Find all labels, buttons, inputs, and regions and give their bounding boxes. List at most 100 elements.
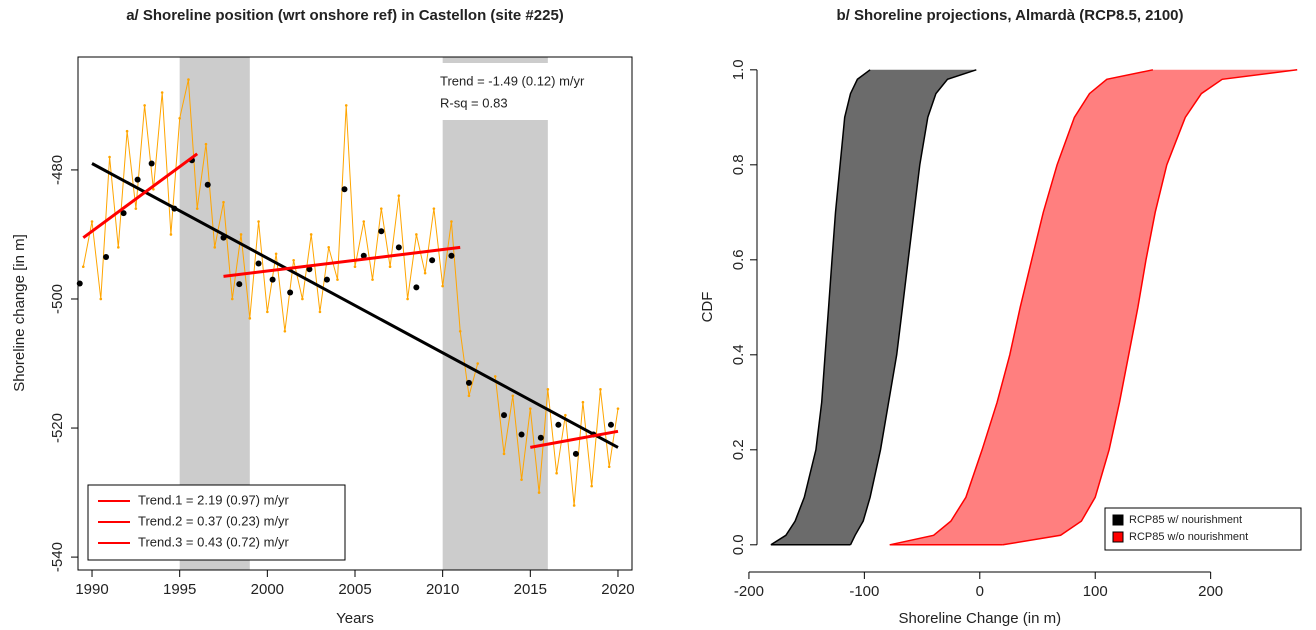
x-tick-label: 100 bbox=[1083, 583, 1108, 600]
data-point bbox=[371, 278, 374, 281]
annotation-background bbox=[425, 63, 631, 120]
data-point bbox=[607, 421, 614, 428]
data-point bbox=[379, 207, 383, 210]
x-tick-label: 2020 bbox=[601, 581, 634, 598]
data-point bbox=[395, 244, 402, 251]
data-point bbox=[266, 310, 269, 314]
y-tick-label: 0.6 bbox=[730, 249, 747, 270]
data-point bbox=[169, 233, 173, 236]
data-point bbox=[160, 91, 164, 94]
data-point bbox=[607, 465, 611, 469]
x-tick-label: 0 bbox=[976, 583, 984, 600]
chart-title: a/ Shoreline position (wrt onshore ref) … bbox=[126, 7, 564, 24]
data-point bbox=[360, 252, 367, 259]
annotation: Trend = -1.49 (0.12) m/yr bbox=[440, 73, 585, 88]
data-point bbox=[450, 220, 453, 223]
data-point bbox=[572, 450, 579, 457]
data-point bbox=[458, 329, 462, 333]
data-point bbox=[413, 284, 420, 291]
data-point bbox=[152, 187, 155, 191]
data-point bbox=[599, 388, 602, 391]
data-point bbox=[239, 233, 243, 236]
legend-label: RCP85 w/o nourishment bbox=[1129, 531, 1248, 543]
x-axis-title: Years bbox=[336, 610, 374, 627]
y-tick-label: -520 bbox=[49, 413, 66, 443]
data-point bbox=[555, 471, 558, 475]
data-point bbox=[572, 504, 576, 507]
x-axis-title: Shoreline Change (in m) bbox=[898, 610, 1061, 627]
y-axis-title: Shoreline change [in m] bbox=[11, 234, 28, 392]
data-point bbox=[195, 207, 199, 210]
y-tick-label: 0.0 bbox=[730, 534, 747, 555]
data-point bbox=[204, 181, 211, 188]
data-point bbox=[301, 297, 304, 301]
data-point bbox=[465, 379, 472, 386]
data-point bbox=[581, 400, 585, 404]
y-tick-label: 0.2 bbox=[730, 439, 747, 460]
data-point bbox=[120, 210, 127, 217]
data-point bbox=[493, 375, 497, 378]
y-tick-label: -480 bbox=[49, 155, 66, 185]
legend-label: RCP85 w/ nourishment bbox=[1129, 514, 1242, 526]
data-point bbox=[323, 276, 330, 283]
data-point bbox=[134, 207, 138, 210]
data-point bbox=[292, 258, 295, 262]
series-line bbox=[91, 162, 619, 449]
data-point bbox=[429, 257, 436, 264]
x-tick-label: 2005 bbox=[338, 581, 371, 598]
data-point bbox=[187, 78, 190, 81]
data-point bbox=[616, 407, 620, 410]
data-point bbox=[148, 160, 155, 167]
data-point bbox=[213, 246, 217, 249]
cdf-band bbox=[770, 69, 977, 545]
data-point bbox=[423, 271, 427, 275]
y-tick-label: -500 bbox=[49, 284, 66, 314]
data-point bbox=[287, 289, 294, 296]
data-point bbox=[476, 362, 480, 365]
data-point bbox=[309, 233, 313, 236]
data-point bbox=[537, 434, 544, 441]
legend-label: Trend.1 = 2.19 (0.97) m/yr bbox=[138, 492, 290, 507]
x-tick-label: 2010 bbox=[426, 581, 459, 598]
data-point bbox=[283, 329, 287, 333]
data-point bbox=[81, 265, 85, 269]
trend-line bbox=[82, 152, 199, 239]
shaded-period bbox=[442, 57, 548, 570]
data-point bbox=[590, 484, 593, 488]
data-point bbox=[236, 281, 243, 288]
data-point bbox=[341, 186, 348, 193]
data-point bbox=[125, 129, 129, 133]
data-point bbox=[432, 207, 436, 210]
legend-swatch bbox=[1112, 531, 1124, 543]
data-point bbox=[397, 194, 401, 198]
trend-line bbox=[530, 429, 619, 449]
chart-title: b/ Shoreline projections, Almardà (RCP8.… bbox=[836, 7, 1183, 24]
data-point bbox=[344, 104, 348, 107]
data-point bbox=[529, 407, 532, 410]
data-point bbox=[336, 278, 339, 281]
data-point bbox=[467, 394, 471, 398]
data-point bbox=[511, 394, 515, 398]
data-point bbox=[90, 220, 94, 223]
data-point bbox=[108, 155, 111, 159]
data-point bbox=[327, 246, 331, 249]
data-point bbox=[204, 142, 208, 146]
data-point bbox=[306, 266, 313, 273]
data-point bbox=[274, 252, 278, 256]
y-tick-label: -540 bbox=[49, 542, 66, 572]
data-point bbox=[518, 431, 525, 438]
trend-line bbox=[223, 245, 461, 278]
data-point bbox=[222, 200, 225, 204]
x-tick-label: 1990 bbox=[75, 581, 108, 598]
data-point bbox=[546, 388, 550, 391]
data-point bbox=[269, 276, 276, 283]
legend-swatch bbox=[1112, 514, 1124, 526]
data-point bbox=[501, 412, 508, 419]
legend-label: Trend.3 = 0.43 (0.72) m/yr bbox=[138, 534, 290, 549]
data-point bbox=[257, 220, 260, 223]
legend-box bbox=[1104, 507, 1302, 551]
legend-label: Trend.2 = 0.37 (0.23) m/yr bbox=[138, 513, 290, 528]
data-point bbox=[230, 297, 234, 301]
data-point bbox=[388, 265, 392, 269]
